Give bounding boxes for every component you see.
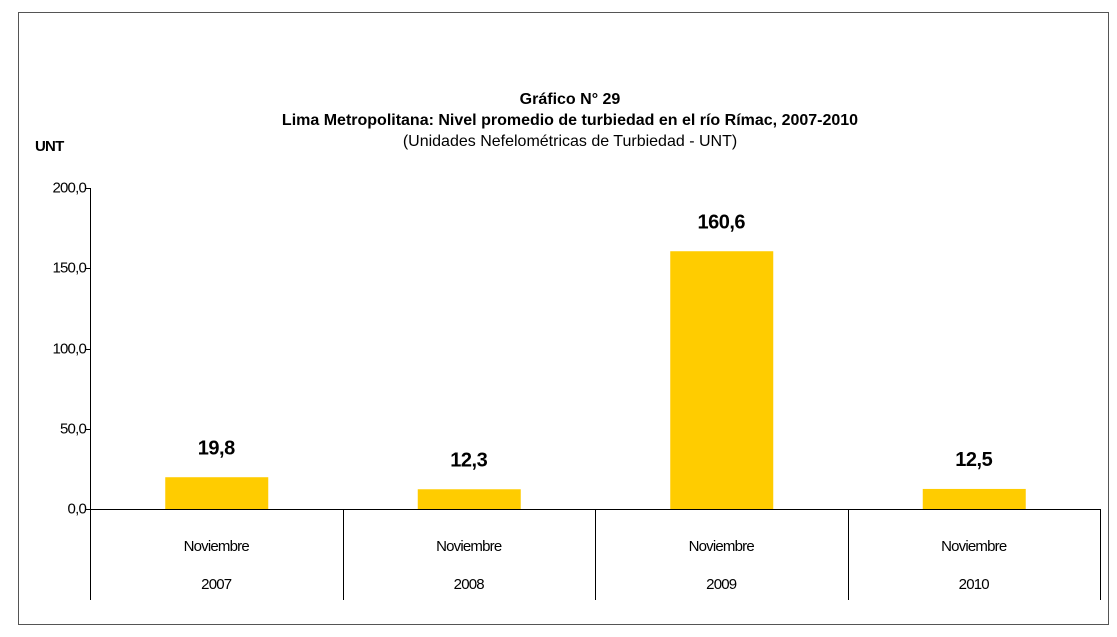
value-label: 19,8 (198, 438, 235, 460)
x-tick-label: 2010 (959, 576, 990, 593)
x-tick-label: Noviembre (436, 538, 502, 555)
x-tick-label: Noviembre (941, 538, 1007, 555)
x-tick-label: 2009 (706, 576, 737, 593)
y-tick-label: 50,0 (60, 420, 86, 437)
x-tick-label: 2007 (201, 576, 232, 593)
y-tick-label: 100,0 (52, 340, 86, 357)
bar (922, 488, 1026, 509)
x-tick-label: 2008 (454, 576, 485, 593)
value-label: 160,6 (697, 212, 745, 234)
frame (18, 12, 1109, 625)
y-tick-label: 150,0 (52, 259, 86, 276)
x-tick-label: Noviembre (184, 538, 250, 555)
value-label: 12,3 (450, 450, 487, 472)
y-tick-label: 0,0 (68, 500, 87, 517)
x-tick-label: Noviembre (689, 538, 755, 555)
bar (670, 251, 774, 509)
chart-title: Gráfico N° 29 (520, 91, 621, 108)
y-axis-label: UNT (35, 138, 64, 155)
value-label: 12,5 (955, 449, 992, 471)
y-tick-label: 200,0 (52, 179, 86, 196)
bar (417, 489, 521, 509)
chart-note: (Unidades Nefelométricas de Turbiedad - … (403, 133, 737, 150)
chart-subtitle: Lima Metropolitana: Nivel promedio de tu… (282, 112, 858, 129)
bar (165, 477, 269, 509)
